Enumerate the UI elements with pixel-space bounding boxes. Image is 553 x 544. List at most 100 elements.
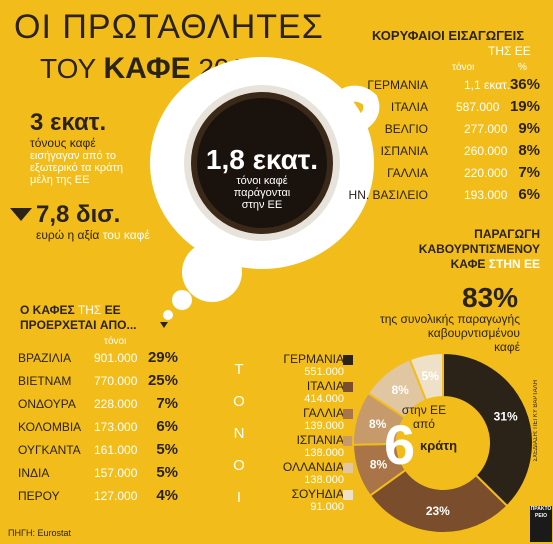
roast-title2: ΚΑΒΟΥΡΝΤΙΣΜΕΝΟΥ xyxy=(418,242,540,256)
origin-pct: 29% xyxy=(147,349,178,366)
roast-vertical-label: Τ Ο Ν Ο Ι xyxy=(231,354,247,514)
roast-country: ΙΣΠΑΝΙΑ xyxy=(296,433,344,447)
intro-block2: 7,8 δισ. ευρώ η αξία του καφέ xyxy=(36,201,150,243)
origin-row: ΚΟΛΟΜΒΙΑ 173.000 6% xyxy=(18,418,178,442)
origin-row: ΒΙΕΤΝΑΜ 770.000 25% xyxy=(18,372,178,396)
imports-title: ΚΟΡΥΦΑΙΟΙ ΕΙΣΑΓΩΓΕΙΣ xyxy=(372,28,525,43)
roast-legend-swatch xyxy=(343,463,353,473)
origin-title-d: ΠΡΟΕΡΧΕΤΑΙ xyxy=(20,318,97,332)
roast-legend-swatch xyxy=(343,436,353,446)
intro-sub1a: τόνους καφέ xyxy=(30,136,96,150)
roast-title3b: ΣΤΗΝ ΕΕ xyxy=(488,257,540,271)
donut-slice-label: 8% xyxy=(392,383,410,397)
origin-tons: 173.000 xyxy=(94,420,138,434)
import-country: ΙΣΠΑΝΙΑ xyxy=(380,144,428,158)
origin-tons: 901.000 xyxy=(94,351,138,365)
origin-row: ΒΡΑΖΙΛΙΑ 901.000 29% xyxy=(18,349,178,373)
donut-slice-label: 31% xyxy=(494,410,518,424)
origin-tons: 161.000 xyxy=(94,443,138,457)
roast-axis-bg xyxy=(227,345,251,513)
donut-center3: κράτη xyxy=(420,438,458,453)
roast-title: ΠΑΡΑΓΩΓΗ ΚΑΒΟΥΡΝΤΙΣΜΕΝΟΥ ΚΑΦΕ ΣΤΗΝ ΕΕ xyxy=(400,227,540,272)
cup-handle xyxy=(324,85,380,134)
imports-col-pct: % xyxy=(518,62,527,73)
origin-pct: 7% xyxy=(156,395,178,412)
roast-vertical-letter: Ο xyxy=(233,457,245,474)
cup-line2: παράγονται xyxy=(233,187,291,199)
import-tons: 260.000 xyxy=(464,144,508,158)
roast-list-item: ΓΑΛΛΙΑ 139.000 xyxy=(244,406,344,432)
cup-line1: τόνοι καφέ xyxy=(236,175,288,187)
bubble-medium xyxy=(172,290,192,310)
origin-title: Ο ΚΑΦΕΣ ΤΗΣ ΕΕ ΠΡΟΕΡΧΕΤΑΙ ΑΠΟ... xyxy=(20,303,136,333)
bubble-small xyxy=(163,310,173,320)
imports-row: ΙΤΑΛΙΑ 587.000 19% xyxy=(340,98,540,122)
roast-legend-swatch xyxy=(343,355,353,365)
roast-legend-swatch xyxy=(343,382,353,392)
source: ΠΗΓΗ: Eurostat xyxy=(8,528,71,538)
import-pct: 9% xyxy=(518,120,540,137)
origin-country: ΙΝΔΙΑ xyxy=(18,466,50,480)
roast-tons: 138.000 xyxy=(304,447,344,459)
roast-tons: 139.000 xyxy=(304,420,344,432)
roast-country: ΟΛΛΑΝΔΙΑ xyxy=(282,460,344,474)
origin-col-tons: τόνοι xyxy=(104,336,127,347)
origin-pct: 25% xyxy=(147,372,178,389)
roast-country: ΓΕΡΜΑΝΙΑ xyxy=(283,352,344,366)
imports-col-tons: τόνοι xyxy=(452,62,475,73)
imports-row: ΓΕΡΜΑΝΙΑ 1,1 εκατ. 36% xyxy=(340,76,540,100)
origin-tons: 228.000 xyxy=(94,397,138,411)
import-pct: 36% xyxy=(509,76,540,93)
donut-center-num: 6 xyxy=(384,413,416,476)
roast-list-item: ΙΣΠΑΝΙΑ 138.000 xyxy=(244,433,344,459)
imports-row: ΓΑΛΛΙΑ 220.000 7% xyxy=(340,164,540,188)
intro-sub1d: μέλη της ΕΕ xyxy=(30,174,90,186)
origin-title-a: Ο ΚΑΦΕΣ xyxy=(20,303,75,317)
intro-sub1c: εξωτερικό τα κράτη xyxy=(30,162,123,174)
roast-vertical-letter: Ι xyxy=(236,489,242,506)
intro-block: 3 εκατ. τόνους καφέ εισήγαγαν από το εξω… xyxy=(30,109,180,187)
publisher-logo: ΠΡΑΚΤΟΡΕΙΟ xyxy=(530,506,552,542)
donut-center2: από xyxy=(413,417,435,431)
roast-tons: 138.000 xyxy=(304,474,344,486)
origin-title-c: ΕΕ xyxy=(104,303,121,317)
roast-list-item: ΙΤΑΛΙΑ 414.000 xyxy=(244,379,344,405)
intro-big2: 7,8 δισ. xyxy=(36,201,121,228)
title-line1: ΟΙ ΠΡΩΤΑΘΛΗΤΕΣ xyxy=(14,8,324,46)
donut-slice-label: 8% xyxy=(369,417,387,431)
import-tons: 193.000 xyxy=(464,188,508,202)
origin-country: ΟΝΔΟΥΡΑ xyxy=(18,397,76,411)
roast-title1: ΠΑΡΑΓΩΓΗ xyxy=(474,227,540,241)
roast-vertical-letter: Τ xyxy=(234,361,244,378)
origin-title-e: ΑΠΟ... xyxy=(99,318,137,332)
donut-center1: στην ΕΕ xyxy=(401,403,447,417)
origin-arrow-icon xyxy=(160,322,168,328)
import-pct: 19% xyxy=(509,98,540,115)
arrow-down-icon xyxy=(10,208,32,221)
credit: ΣΧΕΔΙΑΣΗ: ΠΕΓΚΥ ΒΑΡΤΑΛΗ xyxy=(533,380,539,462)
roast-country: ΓΑΛΛΙΑ xyxy=(303,406,344,420)
import-country: ΙΤΑΛΙΑ xyxy=(390,100,428,114)
roast-legend-swatch xyxy=(343,409,353,419)
roast-list-item: ΓΕΡΜΑΝΙΑ 551.000 xyxy=(244,352,344,378)
origin-country: ΒΙΕΤΝΑΜ xyxy=(18,374,72,388)
imports-row: ΒΕΛΓΙΟ 277.000 9% xyxy=(340,120,540,144)
intro-sub2b: του καφέ xyxy=(102,228,150,242)
title-kafe: ΚΑΦΕ xyxy=(103,52,191,85)
origin-country: ΒΡΑΖΙΛΙΑ xyxy=(18,351,72,365)
origin-pct: 5% xyxy=(156,441,178,458)
import-tons: 587.000 xyxy=(456,100,500,114)
import-country: ΗΝ. ΒΑΣΙΛΕΙΟ xyxy=(348,188,428,202)
intro-big1: 3 εκατ. xyxy=(30,109,107,136)
cup-text: 1,8 εκατ. τόνοι καφέ παράγονται στην ΕΕ xyxy=(196,145,328,212)
roast-s2: καβουρντισμένου xyxy=(427,326,520,340)
origin-row: ΙΝΔΙΑ 157.000 5% xyxy=(18,464,178,488)
coffee-crema xyxy=(191,92,333,234)
import-country: ΓΕΡΜΑΝΙΑ xyxy=(367,78,428,92)
roast-big-pct: 83% xyxy=(462,282,519,313)
import-pct: 7% xyxy=(518,164,540,181)
roast-vertical-letter: Ν xyxy=(233,425,245,442)
import-tons: 220.000 xyxy=(464,166,508,180)
title-tou: ΤΟΥ xyxy=(40,53,96,84)
roast-vertical-letter: Ο xyxy=(233,393,245,410)
